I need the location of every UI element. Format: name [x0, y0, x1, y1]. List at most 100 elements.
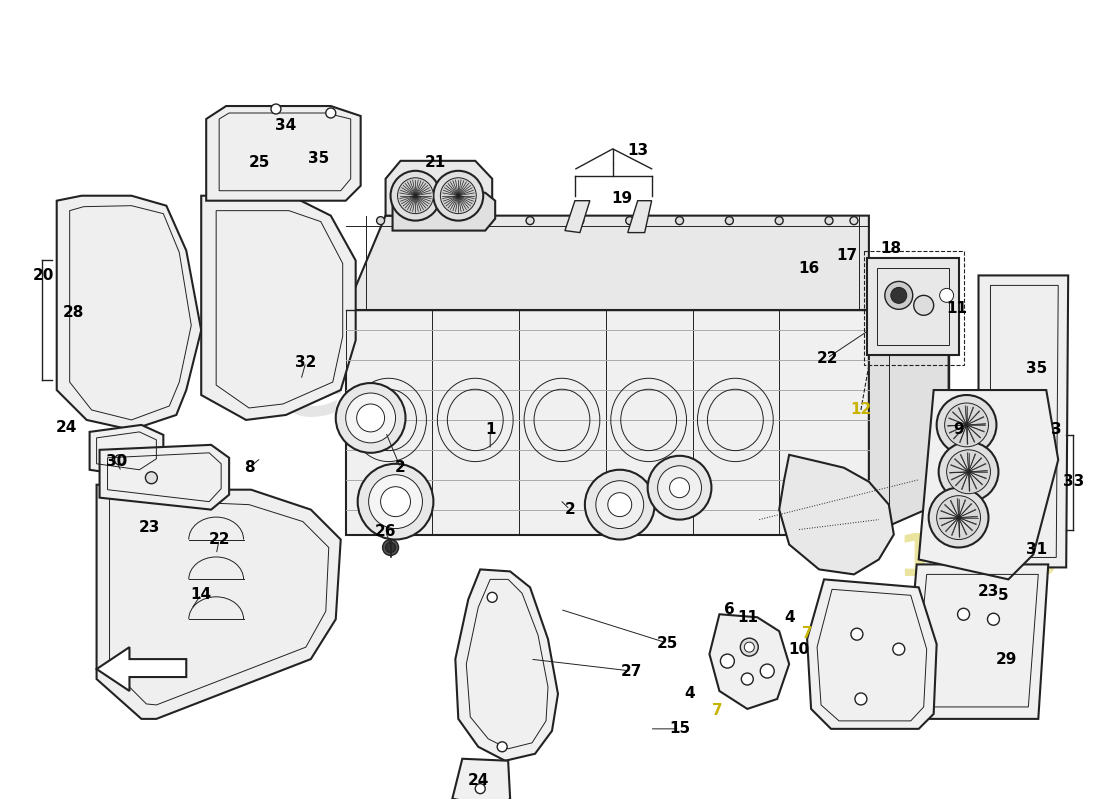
Circle shape [475, 784, 485, 794]
Circle shape [937, 395, 997, 455]
Circle shape [725, 217, 734, 225]
Polygon shape [565, 201, 590, 233]
Circle shape [358, 464, 433, 539]
Circle shape [356, 404, 385, 432]
Text: 18: 18 [880, 241, 901, 256]
Circle shape [376, 217, 385, 225]
Text: a passion for parts: a passion for parts [405, 463, 716, 496]
Polygon shape [628, 201, 651, 233]
Text: 33: 33 [1063, 474, 1084, 490]
Text: 29: 29 [996, 651, 1018, 666]
Text: 35: 35 [1025, 361, 1047, 376]
Circle shape [850, 217, 858, 225]
Polygon shape [393, 193, 495, 230]
Polygon shape [345, 310, 869, 534]
Text: 22: 22 [816, 350, 838, 366]
Circle shape [891, 287, 906, 303]
Circle shape [345, 393, 396, 443]
Circle shape [608, 493, 631, 517]
Text: 9: 9 [954, 422, 964, 438]
Polygon shape [89, 425, 163, 478]
Polygon shape [710, 614, 789, 709]
Polygon shape [867, 258, 958, 355]
Polygon shape [345, 216, 869, 310]
Text: 7: 7 [712, 703, 723, 718]
Circle shape [497, 742, 507, 752]
Polygon shape [206, 106, 361, 201]
Circle shape [914, 295, 934, 315]
Text: 14: 14 [190, 587, 212, 602]
Text: 3: 3 [1050, 422, 1062, 438]
Text: 11: 11 [946, 301, 967, 316]
Circle shape [720, 654, 735, 668]
Polygon shape [979, 275, 1068, 567]
Text: 1: 1 [485, 422, 495, 438]
Circle shape [670, 478, 690, 498]
Polygon shape [455, 570, 558, 761]
Text: 27: 27 [621, 663, 642, 678]
Polygon shape [97, 647, 186, 691]
Circle shape [526, 217, 535, 225]
Text: 6: 6 [724, 602, 735, 617]
Circle shape [893, 643, 905, 655]
Circle shape [958, 608, 969, 620]
Circle shape [939, 288, 954, 302]
Circle shape [658, 466, 702, 510]
Circle shape [145, 472, 157, 484]
Polygon shape [779, 455, 894, 574]
Circle shape [271, 104, 281, 114]
Text: 25: 25 [249, 155, 270, 170]
Text: 26: 26 [375, 524, 396, 539]
Text: 10: 10 [789, 642, 810, 657]
Text: 31: 31 [1025, 542, 1047, 557]
Text: 23: 23 [978, 584, 999, 599]
Circle shape [433, 170, 483, 221]
Circle shape [851, 628, 862, 640]
Polygon shape [57, 196, 201, 430]
Bar [864, 250, 964, 365]
Circle shape [114, 455, 124, 465]
Polygon shape [807, 579, 937, 729]
Circle shape [336, 383, 406, 453]
Circle shape [938, 442, 999, 502]
Text: 19: 19 [612, 191, 632, 206]
Text: 28: 28 [63, 305, 85, 320]
Circle shape [776, 217, 783, 225]
Circle shape [745, 642, 755, 652]
Circle shape [937, 496, 980, 539]
Circle shape [390, 170, 440, 221]
Circle shape [825, 217, 833, 225]
Text: 35: 35 [308, 151, 329, 166]
Text: 8: 8 [244, 460, 254, 475]
Circle shape [884, 282, 913, 310]
Text: 4: 4 [684, 686, 695, 702]
Polygon shape [869, 275, 948, 534]
Text: 4: 4 [784, 610, 794, 625]
Polygon shape [452, 758, 510, 800]
Circle shape [945, 403, 989, 447]
Circle shape [383, 539, 398, 555]
Text: 24: 24 [468, 773, 488, 788]
Circle shape [855, 693, 867, 705]
Circle shape [760, 664, 774, 678]
Text: 20: 20 [33, 268, 55, 283]
Circle shape [585, 470, 654, 539]
Circle shape [397, 178, 433, 214]
Text: 11: 11 [737, 610, 758, 625]
Text: 34: 34 [275, 118, 297, 134]
Circle shape [487, 592, 497, 602]
Circle shape [476, 217, 484, 225]
Circle shape [368, 474, 422, 529]
Text: 22: 22 [208, 532, 230, 547]
Text: 7: 7 [802, 626, 813, 641]
Text: 2: 2 [564, 502, 575, 517]
Text: 16: 16 [799, 261, 820, 276]
Circle shape [386, 542, 396, 553]
Circle shape [947, 450, 990, 494]
Polygon shape [904, 565, 1048, 719]
Circle shape [381, 486, 410, 517]
Circle shape [626, 217, 634, 225]
Polygon shape [100, 445, 229, 510]
Text: 30: 30 [106, 454, 128, 470]
Text: 5: 5 [998, 588, 1009, 603]
